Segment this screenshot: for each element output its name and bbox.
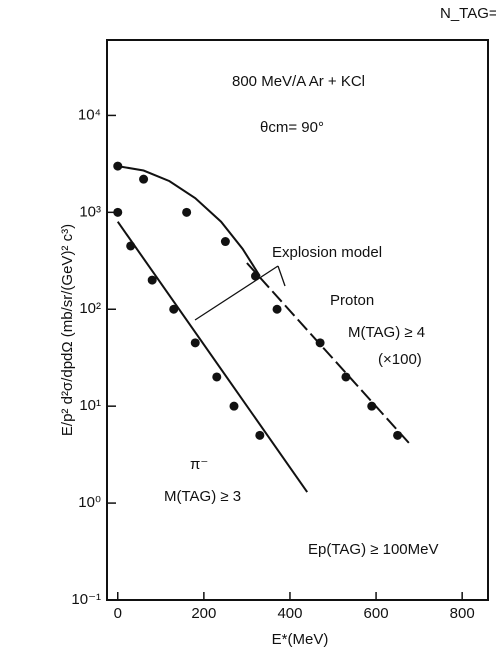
x-tick-label: 800	[450, 605, 475, 622]
model-curve	[117, 165, 261, 277]
y-tick-label: 10²	[79, 300, 101, 317]
x-axis-label: E*(MeV)	[272, 631, 329, 648]
x-tick-label: 600	[364, 605, 389, 622]
data-point	[182, 207, 192, 217]
data-point	[113, 207, 123, 217]
y-tick-label: 10³	[79, 203, 101, 220]
data-point	[367, 401, 377, 411]
data-point	[147, 275, 157, 285]
arrow	[277, 265, 286, 287]
y-axis-label: E/p² d²σ/dpdΩ (mb/sr/(GeV)² c³)	[59, 224, 76, 436]
data-point	[220, 237, 230, 247]
data-point	[255, 430, 265, 440]
data-point	[169, 304, 179, 314]
data-point	[126, 241, 136, 251]
annotation: Explosion model	[272, 244, 382, 261]
arrow	[194, 265, 279, 321]
data-point	[251, 271, 261, 281]
annotation: Proton	[330, 292, 374, 309]
corner-label: N_TAG=9	[440, 5, 496, 22]
annotation: (×100)	[378, 351, 422, 368]
y-tick-label: 10⁻¹	[71, 591, 101, 608]
x-tick-label: 200	[191, 605, 216, 622]
y-tick-label: 10⁰	[78, 494, 101, 511]
plot-frame	[106, 39, 489, 601]
data-point	[229, 401, 239, 411]
annotation: 800 MeV/A Ar + KCl	[232, 73, 365, 90]
data-point	[139, 174, 149, 184]
data-point	[190, 338, 200, 348]
data-point	[341, 372, 351, 382]
annotation: M(TAG) ≥ 3	[164, 488, 241, 505]
annotation: Ep(TAG) ≥ 100MeV	[308, 541, 439, 558]
data-point	[272, 304, 282, 314]
x-tick-label: 400	[277, 605, 302, 622]
y-tick-label: 10⁴	[78, 106, 101, 123]
model-curve	[246, 262, 412, 446]
annotation: θcm= 90°	[260, 119, 324, 136]
y-tick-label: 10¹	[79, 397, 101, 414]
data-point	[393, 430, 403, 440]
model-curve	[116, 221, 309, 493]
data-point	[212, 372, 222, 382]
x-tick-label: 0	[114, 605, 122, 622]
data-point	[113, 161, 123, 171]
data-point	[315, 338, 325, 348]
annotation: π⁻	[190, 456, 208, 473]
annotation: M(TAG) ≥ 4	[348, 324, 425, 341]
